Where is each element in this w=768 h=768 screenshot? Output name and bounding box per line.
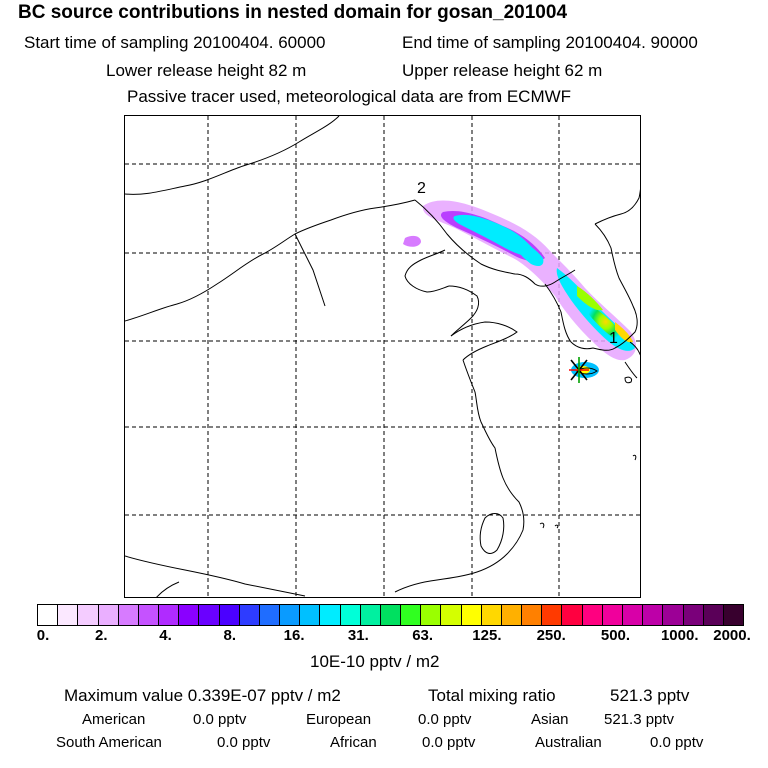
colorbar-cell xyxy=(723,605,744,625)
south-american-value: 0.0 pptv xyxy=(217,734,271,751)
colorbar-cell xyxy=(320,605,341,625)
colorbar-tick-label: 31. xyxy=(347,627,369,644)
asian-value: 521.3 pptv xyxy=(604,711,675,728)
total-mixing-label: Total mixing ratio xyxy=(428,686,556,705)
end-time-text: End time of sampling 20100404. 90000 xyxy=(402,33,698,52)
colorbar-cell xyxy=(380,605,402,625)
figure-title: BC source contributions in nested domain… xyxy=(18,2,568,23)
australian-value: 0.0 pptv xyxy=(650,734,704,751)
colorbar-tick-label: 4. xyxy=(159,627,172,644)
colorbar-cell xyxy=(239,605,260,625)
upper-release-text: Upper release height 62 m xyxy=(402,61,603,80)
colorbar-tick-label: 500. xyxy=(600,627,631,644)
colorbar-tick-label: 16. xyxy=(283,627,305,644)
colorbar-cell xyxy=(562,605,583,625)
colorbar-tick-label: 63. xyxy=(412,627,434,644)
colorbar-tick-label: 2. xyxy=(95,627,108,644)
colorbar-cell xyxy=(461,605,482,625)
coastlines xyxy=(125,116,640,597)
map-panel: 2 1 xyxy=(124,115,641,598)
colorbar-cell xyxy=(481,605,502,625)
african-value: 0.0 pptv xyxy=(422,734,476,751)
american-label: American xyxy=(82,711,146,728)
start-time-text: Start time of sampling 20100404. 60000 xyxy=(24,33,326,52)
colorbar-cell xyxy=(138,605,160,625)
colorbar-cell xyxy=(280,605,301,625)
max-value-text: Maximum value 0.339E-07 pptv / m2 xyxy=(64,686,341,705)
american-value: 0.0 pptv xyxy=(193,711,247,728)
source-label-1: 1 xyxy=(609,330,618,347)
colorbar-cell xyxy=(300,605,321,625)
colorbar-cell xyxy=(219,605,240,625)
colorbar-cell xyxy=(622,605,644,625)
colorbar-cell xyxy=(259,605,281,625)
colorbar-cell xyxy=(522,605,543,625)
colorbar-cell xyxy=(441,605,462,625)
colorbar-cell xyxy=(501,605,523,625)
european-label: European xyxy=(306,711,372,728)
colorbar-cell xyxy=(58,605,79,625)
colorbar-tick-label: 0. xyxy=(36,627,50,644)
contribution-plume xyxy=(403,200,637,378)
asian-label: Asian xyxy=(531,711,569,728)
colorbar-tick-label: 125. xyxy=(472,627,502,644)
african-label: African xyxy=(330,734,377,751)
colorbar-cell xyxy=(98,605,119,625)
south-american-label: South American xyxy=(56,734,162,751)
colorbar-tick-label: 250. xyxy=(536,627,566,644)
colorbar-cell xyxy=(421,605,442,625)
colorbar-tick-label: 1000. xyxy=(660,627,699,644)
colorbar-cell xyxy=(683,605,704,625)
colorbar-cell xyxy=(340,605,361,625)
colorbar-cell xyxy=(663,605,684,625)
colorbar-tick-label: 2000. xyxy=(713,627,751,644)
colorbar-cell xyxy=(582,605,603,625)
colorbar xyxy=(37,604,744,626)
colorbar-cell xyxy=(179,605,200,625)
map-svg xyxy=(125,116,640,597)
colorbar-cell xyxy=(159,605,180,625)
colorbar-cell xyxy=(703,605,724,625)
colorbar-cell xyxy=(602,605,623,625)
colorbar-cell xyxy=(643,605,664,625)
total-mixing-value: 521.3 pptv xyxy=(610,686,690,705)
tracer-info-text: Passive tracer used, meteorological data… xyxy=(127,87,572,106)
colorbar-cell xyxy=(38,605,59,625)
grid-lines xyxy=(125,116,640,597)
colorbar-units: 10E-10 pptv / m2 xyxy=(310,652,440,671)
colorbar-tick-label: 8. xyxy=(223,627,237,644)
european-value: 0.0 pptv xyxy=(418,711,472,728)
receptor-marker xyxy=(569,357,589,383)
colorbar-cell xyxy=(542,605,563,625)
colorbar-cell xyxy=(360,605,381,625)
australian-label: Australian xyxy=(535,734,602,751)
colorbar-cell xyxy=(401,605,422,625)
colorbar-cell xyxy=(199,605,220,625)
colorbar-cell xyxy=(78,605,99,625)
colorbar-ticks: 0. 2. 4. 8. 16. 31. 63. 125. 250. 500. 1000. 2000. xyxy=(0,627,768,647)
lower-release-text: Lower release height 82 m xyxy=(106,61,307,80)
colorbar-cell xyxy=(118,605,139,625)
source-label-2: 2 xyxy=(417,180,426,197)
